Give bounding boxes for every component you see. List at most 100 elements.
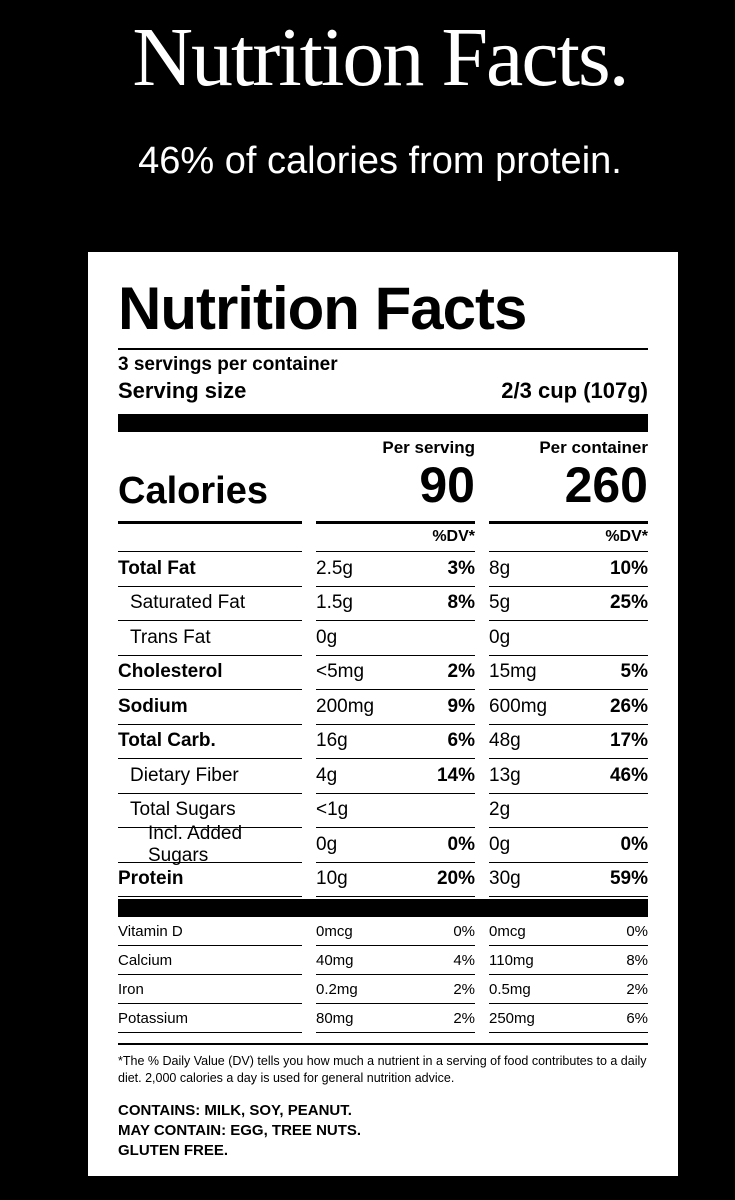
nutrient-row: Total Fat 2.5g 3% 8g 10%: [118, 552, 648, 587]
nutrient-row: Sodium 200mg 9% 600mg 26%: [118, 690, 648, 725]
thick-divider: [118, 414, 648, 432]
nutrient-container-dv: 26%: [609, 695, 648, 717]
vitamin-divider: [118, 899, 648, 917]
vitamin-serving-amount: 80mg: [316, 1009, 354, 1027]
nutrient-container-dv: 59%: [609, 868, 648, 890]
nutrient-serving-dv: 0%: [447, 833, 475, 855]
vitamin-serving-dv: 4%: [453, 951, 475, 969]
nutrient-name: Dietary Fiber: [118, 759, 302, 794]
vitamin-container-amount: 0.5mg: [489, 980, 531, 998]
dv-header-serving: %DV*: [316, 524, 475, 552]
vitamin-serving-amount: 0.2mg: [316, 980, 358, 998]
nutrient-serving-dv: 3%: [447, 557, 475, 579]
nutrient-serving-amount: <5mg: [316, 661, 365, 683]
nutrient-container-amount: 48g: [489, 730, 521, 752]
nutrient-name: Protein: [118, 863, 302, 897]
nutrient-container-dv: 5%: [620, 661, 648, 683]
vitamin-container-cell: 110mg 8%: [489, 946, 648, 975]
nutrient-name: Total Fat: [118, 552, 302, 587]
nutrient-serving-cell: <1g: [316, 794, 475, 828]
nutrient-container-cell: 8g 10%: [489, 552, 648, 587]
nutrient-row: Trans Fat 0g 0g: [118, 621, 648, 656]
vitamin-container-dv: 6%: [626, 1009, 648, 1027]
nutrient-container-dv: 10%: [609, 557, 648, 579]
nutrient-serving-dv: 14%: [436, 764, 475, 786]
calories-serving-value: 90: [419, 457, 475, 513]
nutrient-name: Trans Fat: [118, 621, 302, 656]
vitamin-serving-amount: 40mg: [316, 951, 354, 969]
nutrient-container-dv: 0%: [620, 833, 648, 855]
vitamin-container-amount: 0mcg: [489, 922, 526, 940]
vitamin-name: Iron: [118, 975, 302, 1004]
title-rule: [118, 348, 648, 350]
vitamin-container-cell: 0.5mg 2%: [489, 975, 648, 1004]
nutrient-container-cell: 0g: [489, 621, 648, 656]
vitamin-row: Calcium 40mg 4% 110mg 8%: [118, 946, 648, 975]
nutrient-serving-cell: 10g 20%: [316, 863, 475, 897]
calories-label: Calories: [118, 432, 302, 524]
vitamin-name: Vitamin D: [118, 917, 302, 946]
nutrient-serving-amount: <1g: [316, 799, 349, 821]
nutrient-serving-amount: 0g: [316, 626, 338, 648]
nutrient-serving-cell: 1.5g 8%: [316, 587, 475, 621]
nutrient-table: Total Fat 2.5g 3% 8g 10% Saturated Fat 1.5g 8% 5…: [118, 552, 648, 897]
vitamin-container-dv: 0%: [626, 922, 648, 940]
dv-header-row: %DV* %DV*: [118, 524, 648, 552]
label-title: Nutrition Facts: [118, 275, 527, 342]
hero-subtitle: 46% of calories from protein.: [138, 140, 622, 182]
nutrient-container-cell: 13g 46%: [489, 759, 648, 794]
nutrient-container-dv: 17%: [609, 730, 648, 752]
nutrient-row: Protein 10g 20% 30g 59%: [118, 863, 648, 897]
nutrient-serving-amount: 2.5g: [316, 557, 353, 579]
nutrient-container-amount: 0g: [489, 833, 511, 855]
nutrient-serving-cell: <5mg 2%: [316, 656, 475, 690]
vitamin-container-cell: 0mcg 0%: [489, 917, 648, 946]
nutrient-container-dv: 46%: [609, 764, 648, 786]
nutrient-container-cell: 0g 0%: [489, 828, 648, 863]
nutrient-serving-amount: 200mg: [316, 695, 375, 717]
per-serving-header: Per serving: [382, 438, 475, 457]
nutrient-container-cell: 30g 59%: [489, 863, 648, 897]
vitamin-serving-cell: 0.2mg 2%: [316, 975, 475, 1004]
calories-per-serving: Per serving 90: [316, 432, 475, 524]
calories-block: Calories Per serving 90 Per container 26…: [118, 432, 648, 524]
nutrient-container-amount: 600mg: [489, 695, 548, 717]
nutrient-serving-dv: 8%: [447, 592, 475, 614]
nutrient-container-amount: 8g: [489, 557, 511, 579]
nutrient-name: Saturated Fat: [118, 587, 302, 621]
nutrient-container-amount: 30g: [489, 868, 521, 890]
nutrient-container-cell: 15mg 5%: [489, 656, 648, 690]
vitamin-name: Calcium: [118, 946, 302, 975]
nutrient-container-cell: 600mg 26%: [489, 690, 648, 725]
vitamin-serving-dv: 0%: [453, 922, 475, 940]
nutrient-container-amount: 0g: [489, 626, 511, 648]
vitamin-serving-cell: 80mg 2%: [316, 1004, 475, 1033]
nutrient-container-cell: 48g 17%: [489, 725, 648, 759]
nutrient-container-amount: 2g: [489, 799, 511, 821]
may-contain-text: MAY CONTAIN: EGG, TREE NUTS.: [118, 1122, 362, 1139]
serving-size-value: 2/3 cup (107g): [501, 378, 648, 403]
nutrient-serving-cell: 200mg 9%: [316, 690, 475, 725]
vitamin-container-amount: 250mg: [489, 1009, 535, 1027]
vitamin-row: Potassium 80mg 2% 250mg 6%: [118, 1004, 648, 1033]
calories-container-value: 260: [564, 457, 648, 513]
nutrient-serving-cell: 2.5g 3%: [316, 552, 475, 587]
allergen-info: CONTAINS: MILK, SOY, PEANUT. MAY CONTAIN…: [118, 1101, 648, 1162]
hero-title: Nutrition Facts.: [132, 11, 629, 104]
nutrient-row: Dietary Fiber 4g 14% 13g 46%: [118, 759, 648, 794]
nutrient-serving-amount: 0g: [316, 833, 338, 855]
vitamin-container-cell: 250mg 6%: [489, 1004, 648, 1033]
nutrient-row: Total Carb. 16g 6% 48g 17%: [118, 725, 648, 759]
nutrient-serving-cell: 4g 14%: [316, 759, 475, 794]
vitamin-serving-amount: 0mcg: [316, 922, 353, 940]
vitamin-row: Vitamin D 0mcg 0% 0mcg 0%: [118, 917, 648, 946]
serving-size-row: Serving size 2/3 cup (107g): [118, 378, 648, 404]
nutrient-container-amount: 5g: [489, 592, 511, 614]
nutrient-serving-cell: 0g 0%: [316, 828, 475, 863]
nutrition-label: Nutrition Facts 3 servings per container…: [88, 252, 678, 1176]
gluten-free-text: GLUTEN FREE.: [118, 1142, 229, 1160]
nutrient-serving-amount: 1.5g: [316, 592, 353, 614]
serving-size-label: Serving size: [118, 378, 247, 403]
vitamin-serving-cell: 0mcg 0%: [316, 917, 475, 946]
vitamin-serving-dv: 2%: [453, 980, 475, 998]
